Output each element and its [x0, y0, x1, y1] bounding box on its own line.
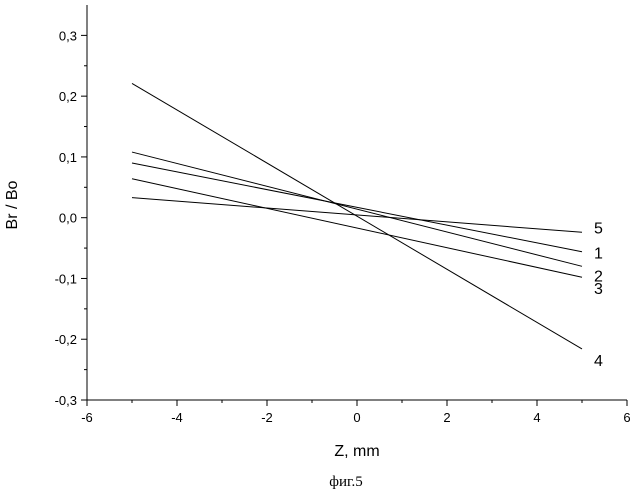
y-tick-label: 0,0	[59, 211, 77, 226]
series-label-4: 4	[594, 353, 603, 370]
y-tick-label: -0,1	[55, 271, 77, 286]
series-line-5	[132, 198, 582, 233]
series-line-2	[132, 152, 582, 266]
x-tick-label: 2	[443, 410, 450, 425]
x-tick-label: -6	[81, 410, 93, 425]
y-axis-title: Br / Bo	[4, 180, 21, 229]
y-tick-label: 0,3	[59, 28, 77, 43]
x-tick-label: 6	[623, 410, 630, 425]
y-tick-label: 0,1	[59, 150, 77, 165]
series-labels: 12345	[594, 220, 603, 370]
figure-caption: фиг.5	[329, 474, 362, 490]
series-line-1	[132, 163, 582, 252]
series-label-1: 1	[594, 246, 603, 263]
x-tick-label: 4	[533, 410, 540, 425]
y-tick-label: -0,3	[55, 393, 77, 408]
x-tick-label: -2	[261, 410, 273, 425]
axis-ticks: -6 -4 -2 0 2 4 6 -0,3 -0,2 -0,1 0,0 0,1 0,2 0,3	[55, 28, 631, 425]
series-lines	[132, 83, 582, 349]
y-tick-label: -0,2	[55, 332, 77, 347]
x-axis-title: Z, mm	[334, 443, 379, 460]
x-tick-label: -4	[171, 410, 183, 425]
series-label-5: 5	[594, 220, 603, 237]
axes	[87, 5, 627, 400]
series-label-3: 3	[594, 281, 603, 298]
x-tick-label: 0	[353, 410, 360, 425]
series-line-4	[132, 83, 582, 349]
series-line-3	[132, 179, 582, 277]
y-tick-label: 0,2	[59, 89, 77, 104]
